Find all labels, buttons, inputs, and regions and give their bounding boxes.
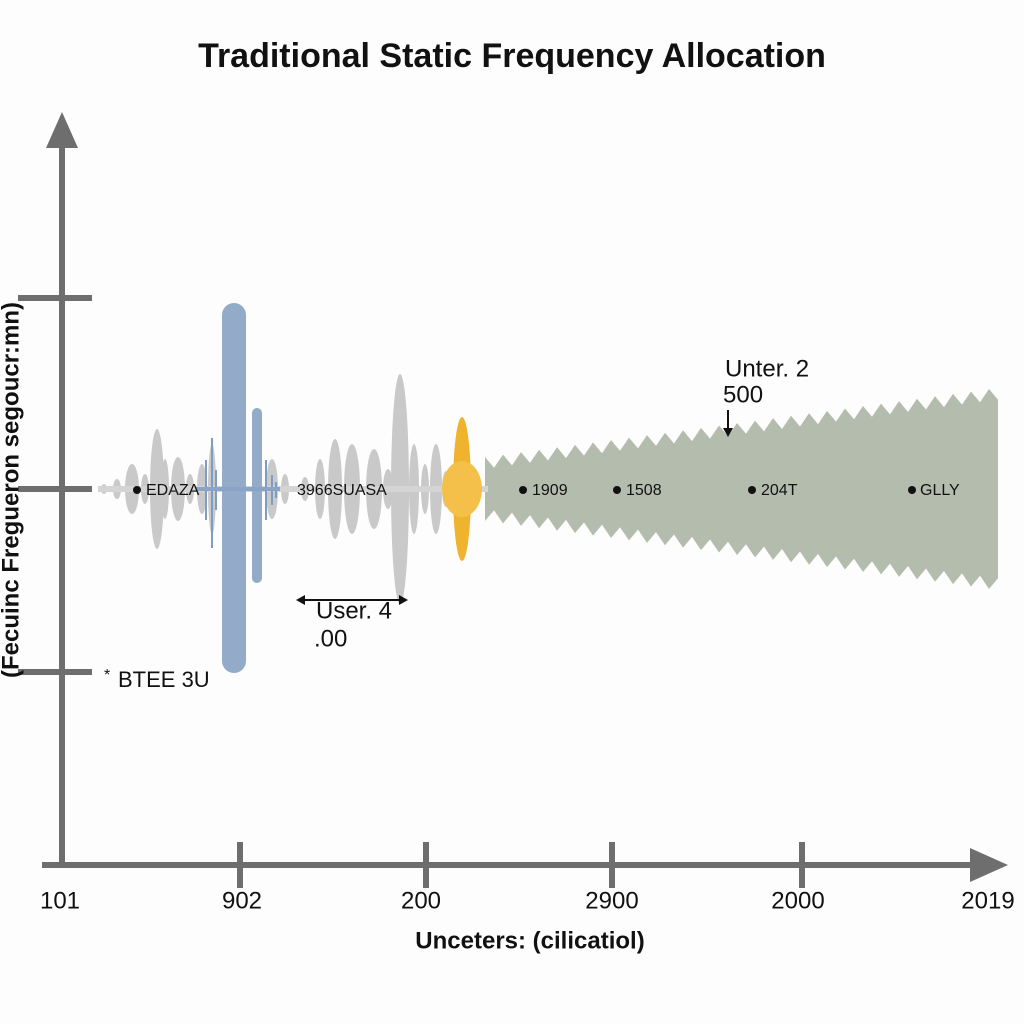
- x-axis-label: Unceters: (cilicatiol): [415, 927, 644, 954]
- annotation-arrowhead: [399, 595, 408, 605]
- signal-label: 1508: [626, 482, 662, 499]
- title: Traditional Static Frequency Allocation: [198, 37, 826, 75]
- dot: [133, 486, 141, 494]
- annotation: 500: [723, 381, 763, 408]
- signal-band: [485, 389, 998, 589]
- x-tick-label: 101: [40, 887, 80, 914]
- annotation: BTEE 3U: [118, 667, 210, 692]
- dot: [748, 486, 756, 494]
- x-arrow: [970, 848, 1008, 882]
- x-tick-label: 902: [222, 887, 262, 914]
- x-tick-label: 200: [401, 887, 441, 914]
- axes: [18, 140, 985, 888]
- y-arrow: [46, 112, 78, 148]
- waveforms: [98, 303, 998, 673]
- signal-label: 1909: [532, 482, 568, 499]
- signal-labels: EDAZA 3966SUASA 1909 1508 204T GLLY: [133, 482, 960, 499]
- dot: [613, 486, 621, 494]
- annotation-arrowhead: [296, 595, 305, 605]
- x-tick-label: 2019: [961, 887, 1014, 914]
- y-axis-label: (Fecuinc Fregueron segoucr:mn): [0, 302, 24, 678]
- signal-label: EDAZA: [146, 482, 200, 499]
- annotation: Unter. 2: [725, 355, 809, 382]
- annotations: Unter. 2 500 User. 4 .00 * BTEE 3U: [104, 355, 809, 691]
- x-tick-labels: 101 902 200 2900 2000 2019: [40, 887, 1015, 914]
- signal-pulse: [442, 461, 482, 517]
- signal-baseline: [196, 487, 280, 491]
- annotation: User. 4: [316, 597, 392, 624]
- signal-block: [252, 408, 262, 583]
- x-tick-label: 2900: [585, 887, 638, 914]
- annotation: .00: [314, 625, 347, 652]
- signal-label: 3966SUASA: [297, 482, 387, 499]
- annotation-marker: *: [104, 667, 110, 684]
- annotation-arrowhead: [723, 428, 733, 437]
- dot: [908, 486, 916, 494]
- signal-baseline: [98, 486, 488, 492]
- x-tick-label: 2000: [771, 887, 824, 914]
- dot: [519, 486, 527, 494]
- signal-label: GLLY: [920, 482, 960, 499]
- signal-label: 204T: [761, 482, 798, 499]
